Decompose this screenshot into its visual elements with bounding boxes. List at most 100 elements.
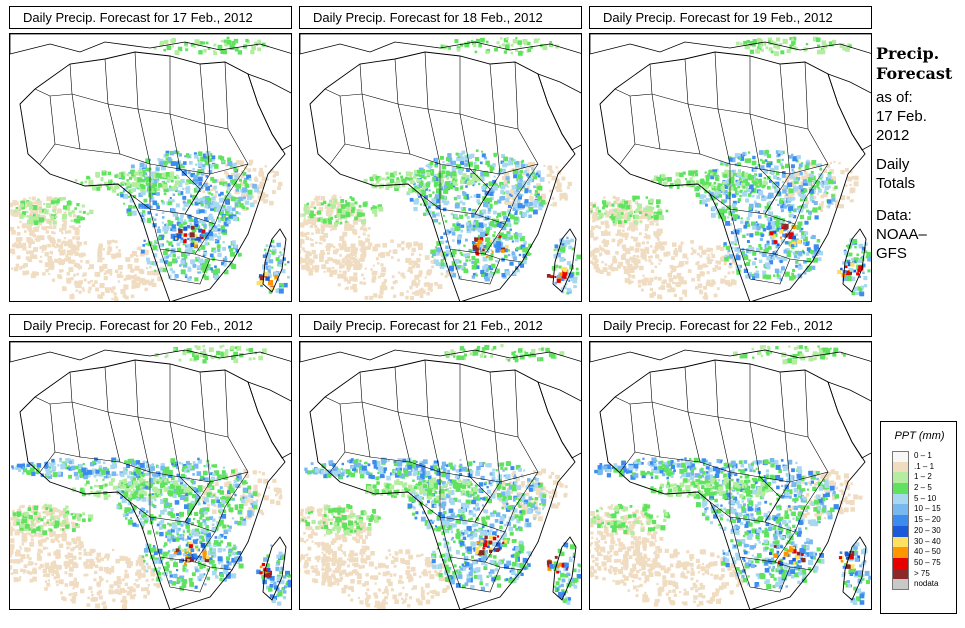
precip-cell [590,255,592,258]
precip-cell [238,212,241,215]
precip-cell [322,252,326,256]
precip-cell [482,248,485,251]
precip-cell [339,262,342,266]
precip-cell [801,182,804,185]
precip-cell [53,515,59,520]
panel-title: Daily Precip. Forecast for 18 Feb., 2012 [299,6,582,29]
precip-cell [91,283,96,287]
precip-cell [247,189,253,195]
precip-cell [317,210,322,215]
precip-cell [456,195,461,200]
precip-cell [514,190,519,195]
precip-cell [287,275,290,279]
precip-cell [712,267,717,272]
precip-cell [678,276,684,282]
precip-cell [264,261,268,265]
precip-cell [633,254,636,258]
precip-cell [14,242,17,245]
precip-cell [749,233,754,238]
precip-cell [177,182,183,188]
precip-cell [751,160,757,166]
precip-cell [142,280,147,286]
precip-cell [407,247,410,250]
precip-cell [202,153,208,159]
precip-cell [150,261,154,266]
precip-cell [231,180,236,185]
precip-cell [510,51,513,55]
precip-cell [565,282,568,286]
precip-cell [51,278,56,282]
precip-cell [224,170,228,175]
precip-cell [137,187,140,190]
precip-cell [702,263,707,268]
country-border [459,63,496,125]
precip-cell [13,577,19,583]
precip-cell [168,241,173,246]
precip-cell [792,225,797,230]
precip-cell [640,288,644,292]
precip-cell [774,51,779,57]
precip-cell [360,245,365,250]
precip-cell [140,190,146,196]
precip-cell [79,280,83,285]
precip-cell [34,238,37,241]
precip-cell [239,178,242,182]
precip-cell [99,283,105,289]
precip-cell [705,198,710,202]
precip-cell [745,180,749,184]
country-border [179,168,201,215]
precip-cell [59,534,63,538]
precip-cell [498,45,502,48]
precip-cell [650,269,655,273]
precip-cell [517,182,522,188]
precip-cell [79,217,83,221]
precip-cell [10,544,15,550]
precip-cell [139,212,143,216]
precip-cell [73,274,76,277]
precip-cell [528,214,532,218]
precip-cell [408,260,413,265]
precip-cell [56,509,60,513]
precip-cell [782,223,785,226]
precip-cell [769,231,774,236]
precip-cell [351,197,355,202]
precip-cell [858,288,863,292]
precip-cell [232,207,236,212]
precip-cell [431,198,437,204]
precip-cell [102,170,105,173]
precip-cell [753,200,757,204]
precip-cell [798,169,802,173]
precip-cell [97,246,103,251]
precip-cell [714,176,719,181]
precip-cell [154,270,159,275]
precip-cell [411,260,414,263]
precip-cell [63,241,69,247]
precip-cell [610,263,614,266]
precip-cell [520,183,526,189]
precip-cell [87,281,91,284]
precip-cell [752,155,756,160]
precip-cell [38,532,43,538]
precip-cell [524,256,528,261]
precip-cell [125,257,130,262]
precip-cell [344,287,347,290]
precip-cell [503,179,508,183]
precip-cell [767,154,771,159]
precip-cell [270,286,275,291]
precip-cell [669,184,673,189]
precip-cell [746,158,752,163]
precip-cell [19,553,22,557]
precip-cell [223,264,227,267]
precip-cell [266,178,269,181]
precip-cell [231,41,236,46]
precip-cell [38,222,43,226]
precip-cell [48,222,52,226]
precip-cell [549,43,553,47]
precip-cell [23,263,28,268]
precip-cell [385,186,390,190]
precip-cell [556,278,561,283]
precip-cell [647,219,650,222]
precip-cell [458,152,463,157]
precip-cell [22,242,26,247]
precip-cell [179,179,183,182]
